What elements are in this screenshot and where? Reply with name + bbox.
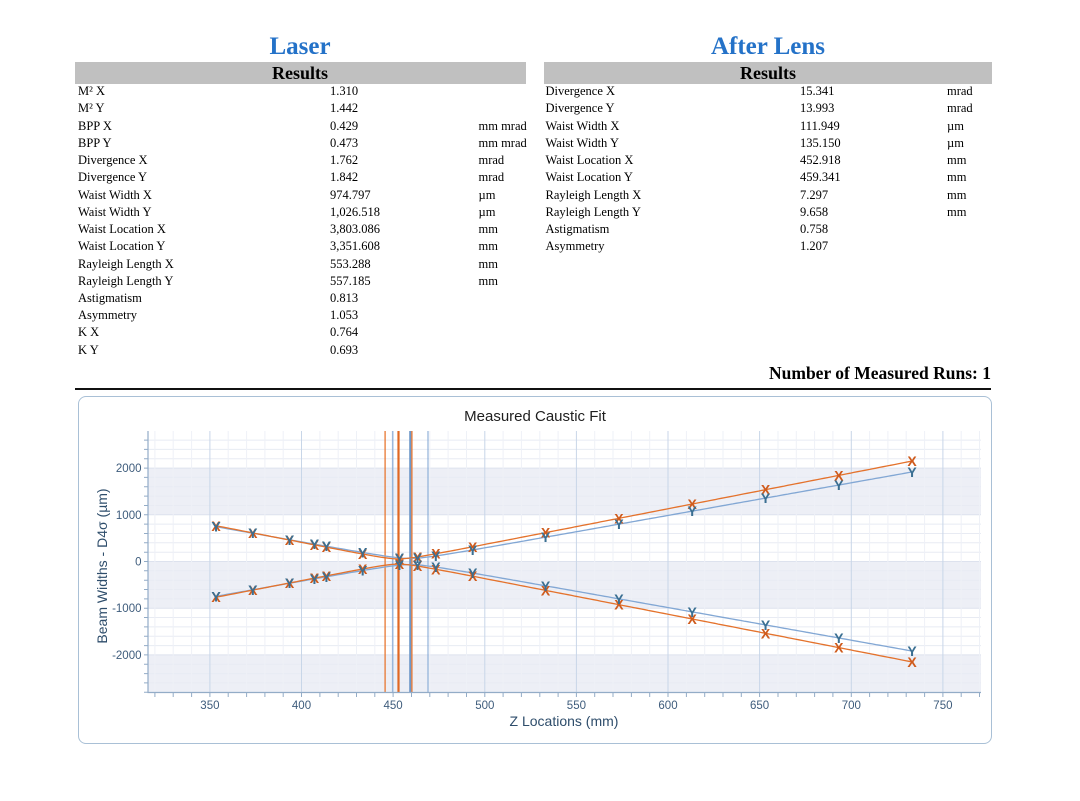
svg-text:Y: Y: [248, 525, 258, 541]
svg-text:X: X: [395, 556, 405, 572]
svg-text:Y: Y: [413, 550, 423, 566]
svg-text:Y: Y: [688, 503, 698, 519]
svg-text:Y: Y: [322, 569, 332, 585]
svg-text:Z Locations (mm): Z Locations (mm): [510, 713, 619, 729]
svg-text:X: X: [688, 611, 698, 627]
svg-text:Y: Y: [541, 529, 551, 545]
svg-text:X: X: [688, 496, 698, 512]
svg-text:X: X: [358, 561, 368, 577]
svg-text:X: X: [614, 510, 624, 526]
svg-text:X: X: [431, 561, 441, 577]
svg-text:X: X: [907, 654, 917, 670]
svg-text:X: X: [834, 467, 844, 483]
svg-text:500: 500: [475, 700, 494, 712]
svg-text:X: X: [468, 568, 478, 584]
svg-text:X: X: [761, 625, 771, 641]
svg-text:350: 350: [200, 700, 219, 712]
svg-text:X: X: [248, 582, 258, 598]
svg-text:X: X: [310, 537, 320, 553]
svg-text:Y: Y: [310, 571, 320, 587]
svg-text:-2000: -2000: [112, 650, 141, 662]
svg-text:X: X: [907, 453, 917, 469]
svg-text:X: X: [541, 582, 551, 598]
svg-text:X: X: [322, 568, 332, 584]
svg-text:X: X: [285, 575, 295, 591]
svg-text:Y: Y: [211, 588, 221, 604]
svg-text:Y: Y: [395, 557, 405, 573]
svg-text:Y: Y: [468, 542, 478, 558]
svg-text:400: 400: [292, 700, 311, 712]
svg-text:Y: Y: [211, 519, 221, 535]
svg-text:X: X: [358, 546, 368, 562]
svg-text:Y: Y: [310, 536, 320, 552]
svg-text:X: X: [322, 539, 332, 555]
svg-text:X: X: [431, 546, 441, 562]
svg-text:Y: Y: [834, 477, 844, 493]
svg-text:Y: Y: [761, 490, 771, 506]
svg-text:X: X: [248, 525, 258, 541]
svg-text:X: X: [310, 570, 320, 586]
svg-text:X: X: [413, 558, 423, 574]
svg-text:Y: Y: [614, 516, 624, 532]
svg-text:Measured Caustic Fit: Measured Caustic Fit: [464, 408, 607, 425]
svg-text:Y: Y: [834, 630, 844, 646]
svg-text:Y: Y: [907, 643, 917, 659]
svg-text:X: X: [285, 532, 295, 548]
svg-text:0: 0: [135, 557, 141, 569]
svg-text:Y: Y: [688, 604, 698, 620]
svg-text:Y: Y: [413, 557, 423, 573]
svg-text:550: 550: [567, 700, 586, 712]
svg-text:Y: Y: [358, 545, 368, 561]
svg-text:Y: Y: [761, 617, 771, 633]
svg-text:X: X: [541, 525, 551, 541]
svg-text:Y: Y: [285, 575, 295, 591]
svg-text:Y: Y: [248, 582, 258, 598]
svg-text:X: X: [395, 551, 405, 567]
svg-text:Y: Y: [285, 532, 295, 548]
svg-text:Y: Y: [468, 565, 478, 581]
svg-text:X: X: [834, 640, 844, 656]
svg-text:X: X: [413, 549, 423, 565]
svg-text:Y: Y: [541, 578, 551, 594]
svg-text:X: X: [211, 589, 221, 605]
svg-text:Beam Widths - D4σ (µm): Beam Widths - D4σ (µm): [94, 488, 110, 643]
svg-text:1000: 1000: [116, 510, 142, 522]
svg-text:X: X: [468, 539, 478, 555]
svg-text:650: 650: [750, 700, 769, 712]
svg-text:2000: 2000: [116, 463, 142, 475]
svg-text:Y: Y: [395, 550, 405, 566]
svg-text:450: 450: [384, 700, 403, 712]
svg-text:600: 600: [658, 700, 677, 712]
svg-text:X: X: [211, 518, 221, 534]
svg-text:750: 750: [933, 700, 952, 712]
svg-text:Y: Y: [358, 563, 368, 579]
svg-text:Y: Y: [431, 548, 441, 564]
svg-text:Y: Y: [907, 464, 917, 480]
svg-text:Y: Y: [614, 591, 624, 607]
svg-text:-1000: -1000: [112, 603, 141, 615]
svg-text:Y: Y: [322, 538, 332, 554]
svg-text:Y: Y: [431, 559, 441, 575]
svg-text:X: X: [761, 482, 771, 498]
svg-text:700: 700: [842, 700, 861, 712]
svg-text:X: X: [614, 597, 624, 613]
